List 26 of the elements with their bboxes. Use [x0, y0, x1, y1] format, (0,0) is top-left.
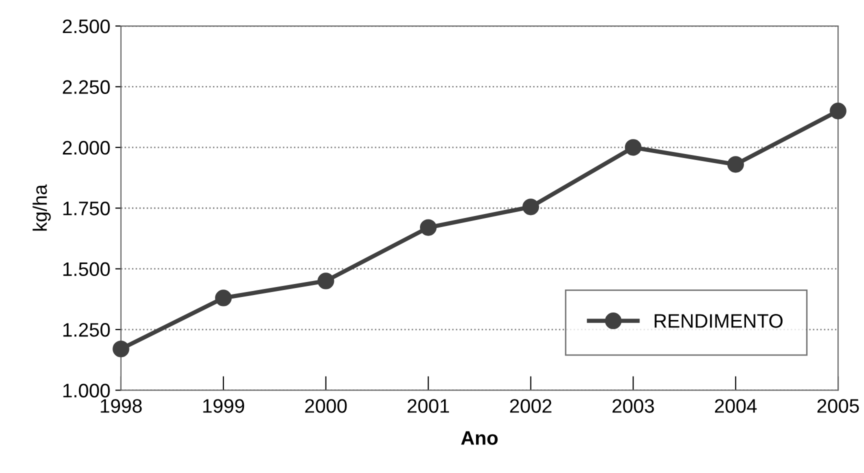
point: [112, 340, 130, 358]
x-tick-label: 2005: [817, 399, 859, 413]
point: [318, 272, 334, 290]
y-tick-label: 2.500: [62, 19, 110, 34]
y-tick-label: 1.750: [63, 202, 110, 216]
x-tick-label: 2000: [305, 399, 347, 413]
x-tick-label: 2002: [510, 399, 552, 413]
x-tick-label: 1998: [100, 399, 142, 413]
x-tick-label: 2003: [612, 399, 654, 413]
point: [727, 156, 744, 173]
y-tick-label: 2.250: [62, 80, 110, 94]
y-tick-label: 1.500: [63, 262, 110, 276]
legend-label: RENDIMENTO: [654, 314, 783, 328]
y-tick-label: 1.250: [63, 322, 110, 337]
point: [215, 290, 232, 306]
x-tick-label: 1999: [203, 399, 244, 413]
point: [420, 219, 437, 236]
y-tick-label: 1.000: [63, 384, 110, 398]
x-axis-title: Ano: [461, 431, 498, 445]
y-tick-label: 2.000: [62, 140, 110, 155]
point: [522, 198, 540, 216]
x-tick-label: 2001: [408, 399, 449, 413]
point: [624, 139, 642, 156]
point: [830, 102, 846, 120]
y-axis-title: kg/ha: [32, 184, 51, 231]
x-tick-label: 2004: [714, 399, 757, 413]
